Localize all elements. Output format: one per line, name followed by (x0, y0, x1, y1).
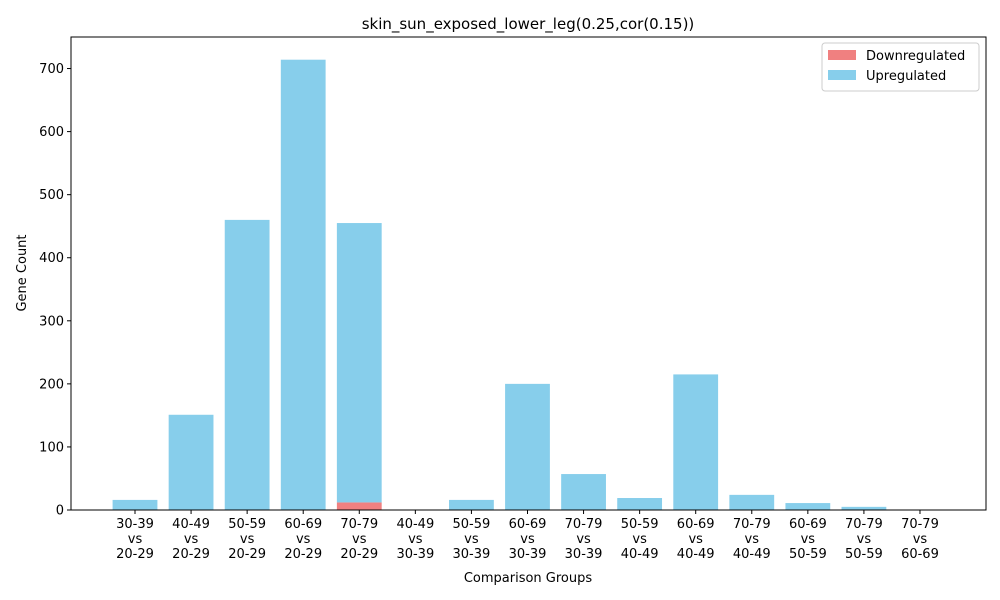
x-tick-label: 60-69 (901, 547, 939, 562)
bar-upregulated-12 (785, 503, 831, 510)
bar-downregulated-4 (336, 502, 382, 510)
x-tick-label: vs (184, 532, 199, 547)
x-tick-label: 70-79 (733, 517, 771, 532)
x-tick-label: 40-49 (621, 547, 659, 562)
x-axis: 30-39vs20-2940-49vs20-2950-59vs20-2960-6… (116, 510, 939, 562)
x-tick-label: vs (913, 532, 928, 547)
bar-upregulated-1 (168, 414, 214, 510)
legend-swatch-upregulated (828, 70, 856, 80)
x-tick-label: 50-59 (789, 547, 827, 562)
x-tick-label: 20-29 (228, 547, 266, 562)
y-tick-label: 500 (39, 188, 64, 203)
x-tick-label: 70-79 (565, 517, 603, 532)
bar-upregulated-3 (280, 59, 326, 510)
legend-swatch-downregulated (828, 50, 856, 60)
x-tick-label: 30-39 (453, 547, 491, 562)
x-tick-label: vs (688, 532, 703, 547)
x-tick-label: 50-59 (228, 517, 266, 532)
x-tick-label: 30-39 (509, 547, 547, 562)
x-tick-label: vs (296, 532, 311, 547)
legend-label-downregulated: Downregulated (866, 49, 965, 64)
chart-title: skin_sun_exposed_lower_leg(0.25,cor(0.15… (362, 15, 695, 34)
y-tick-label: 200 (39, 377, 64, 392)
legend-label-upregulated: Upregulated (866, 69, 946, 84)
x-tick-label: vs (801, 532, 816, 547)
bar-upregulated-0 (112, 499, 158, 510)
x-tick-label: 60-69 (677, 517, 715, 532)
x-tick-label: 20-29 (284, 547, 322, 562)
x-tick-label: 50-59 (453, 517, 491, 532)
x-tick-label: vs (240, 532, 255, 547)
x-tick-label: 60-69 (509, 517, 547, 532)
x-tick-label: 70-79 (340, 517, 378, 532)
x-tick-label: 70-79 (845, 517, 883, 532)
x-tick-label: vs (352, 532, 367, 547)
x-tick-label: 40-49 (733, 547, 771, 562)
y-axis-label: Gene Count (15, 234, 30, 311)
bar-upregulated-7 (505, 383, 550, 510)
bar-upregulated-8 (561, 474, 606, 510)
x-tick-label: 20-29 (116, 547, 154, 562)
x-tick-label: 40-49 (677, 547, 715, 562)
x-tick-label: 40-49 (396, 517, 434, 532)
bars (112, 59, 887, 511)
x-tick-label: vs (520, 532, 535, 547)
y-tick-label: 0 (56, 504, 64, 519)
y-tick-label: 600 (39, 125, 64, 140)
x-tick-label: vs (857, 532, 872, 547)
y-tick-label: 100 (39, 440, 64, 455)
x-tick-label: 30-39 (116, 517, 154, 532)
y-axis: 0 100 200 300 400 500 600 700 (39, 62, 71, 519)
x-tick-label: vs (632, 532, 647, 547)
x-tick-label: 20-29 (172, 547, 210, 562)
bar-upregulated-2 (224, 219, 270, 511)
bar-upregulated-11 (729, 494, 775, 510)
bar-upregulated-4 (336, 223, 382, 503)
x-tick-label: 60-69 (789, 517, 827, 532)
x-tick-label: 30-39 (565, 547, 603, 562)
x-tick-label: vs (576, 532, 591, 547)
legend: Downregulated Upregulated (821, 42, 980, 92)
x-tick-label: vs (408, 532, 423, 547)
x-tick-label: 70-79 (901, 517, 939, 532)
x-tick-label: vs (464, 532, 479, 547)
bar-upregulated-9 (617, 498, 663, 510)
plot-frame (70, 36, 987, 511)
x-axis-label: Comparison Groups (464, 571, 593, 586)
y-tick-label: 400 (39, 251, 64, 266)
x-tick-label: 20-29 (340, 547, 378, 562)
x-tick-label: vs (128, 532, 143, 547)
bar-upregulated-10 (673, 374, 719, 510)
y-tick-label: 700 (39, 62, 64, 77)
x-tick-label: 40-49 (172, 517, 210, 532)
y-tick-label: 300 (39, 314, 64, 329)
x-tick-label: 60-69 (284, 517, 322, 532)
x-tick-label: 50-59 (845, 547, 883, 562)
x-tick-label: 50-59 (621, 517, 659, 532)
x-tick-label: vs (745, 532, 760, 547)
legend-box (821, 42, 980, 92)
x-tick-label: 30-39 (396, 547, 434, 562)
bar-upregulated-13 (841, 506, 887, 510)
bar-upregulated-6 (449, 499, 494, 510)
